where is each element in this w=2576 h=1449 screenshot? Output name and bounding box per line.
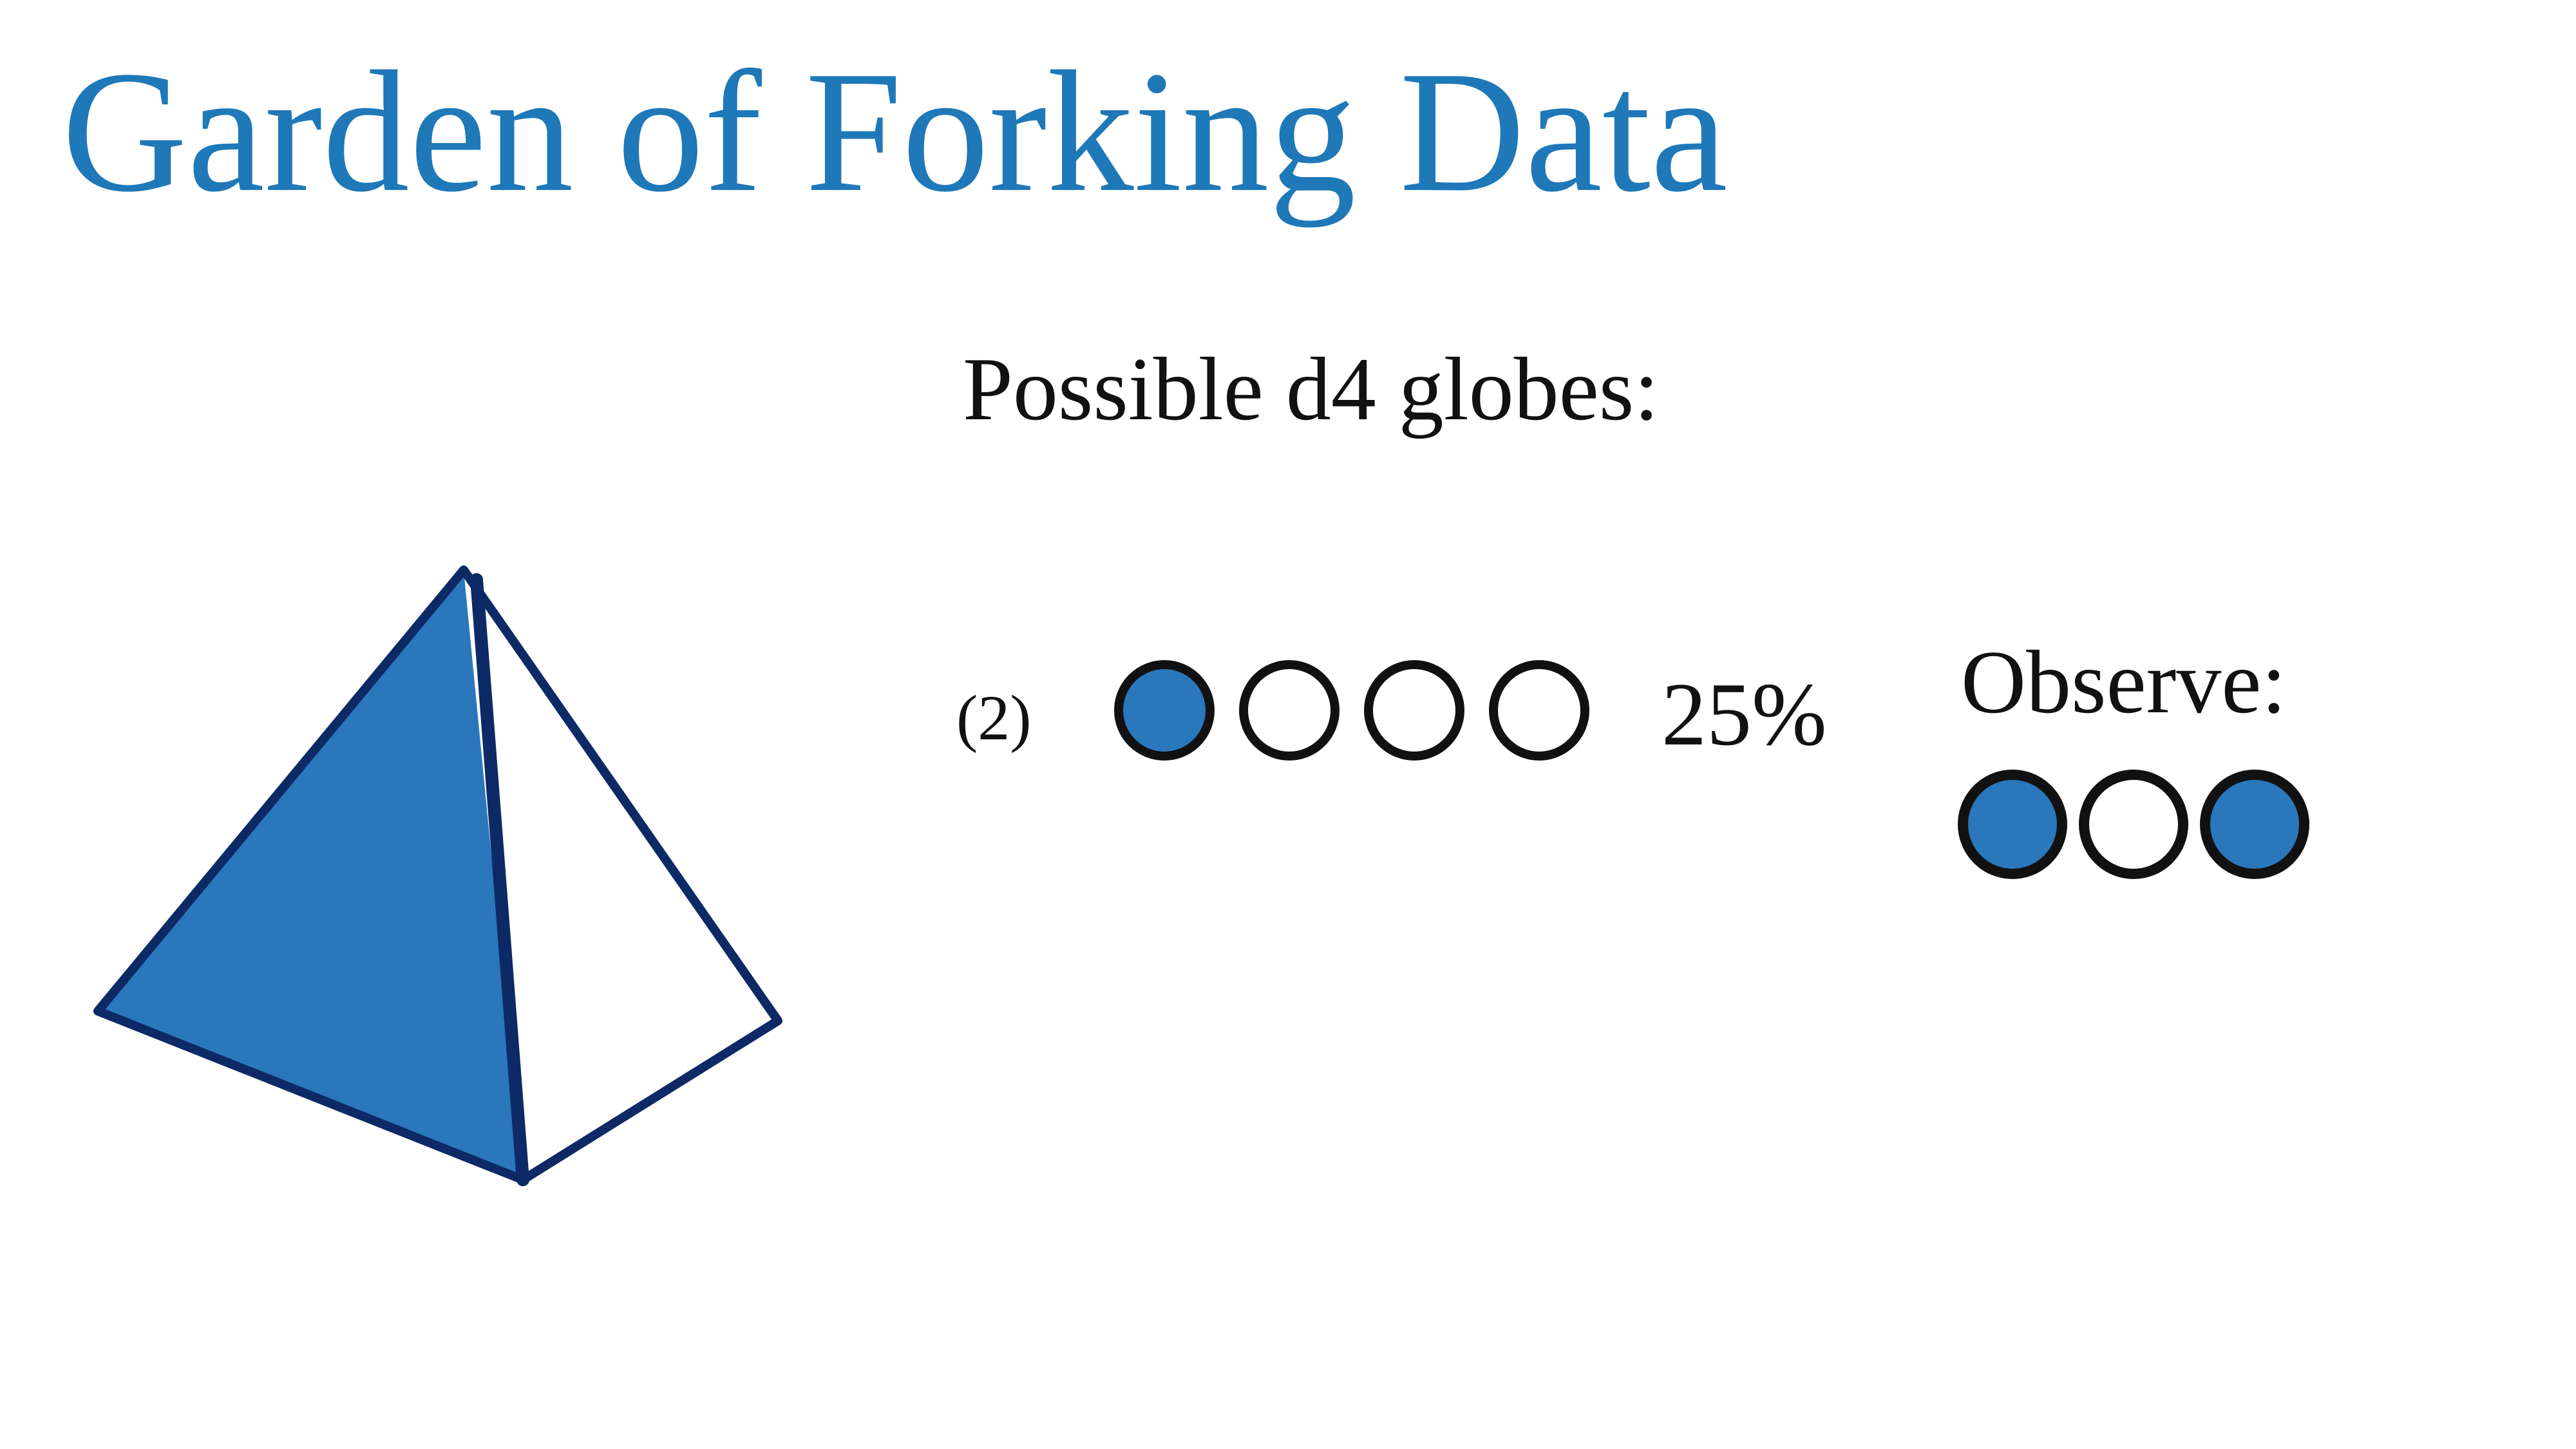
observed-marble-1 — [1958, 770, 2067, 879]
d4-tetrahedron-icon — [93, 565, 782, 1186]
marble-4 — [1489, 660, 1589, 761]
candidate-percent: 25% — [1662, 665, 1827, 764]
observed-marbles — [1958, 770, 2309, 879]
tetrahedron-white-face — [464, 570, 778, 1180]
tetrahedron-blue-face — [98, 570, 523, 1180]
observe-label: Observe: — [1961, 632, 2287, 732]
candidate-globe-marbles — [1114, 660, 1589, 761]
marble-2 — [1239, 660, 1340, 761]
observed-marble-2 — [2079, 770, 2188, 879]
possible-globes-label: Possible d4 globes: — [963, 339, 1660, 439]
tetrahedron-front-edge — [470, 573, 529, 1186]
observed-marble-3 — [2200, 770, 2309, 879]
marble-1 — [1114, 660, 1215, 761]
candidate-row-label: (2) — [956, 682, 1032, 753]
slide-title: Garden of Forking Data — [62, 35, 1728, 228]
marble-3 — [1364, 660, 1464, 761]
